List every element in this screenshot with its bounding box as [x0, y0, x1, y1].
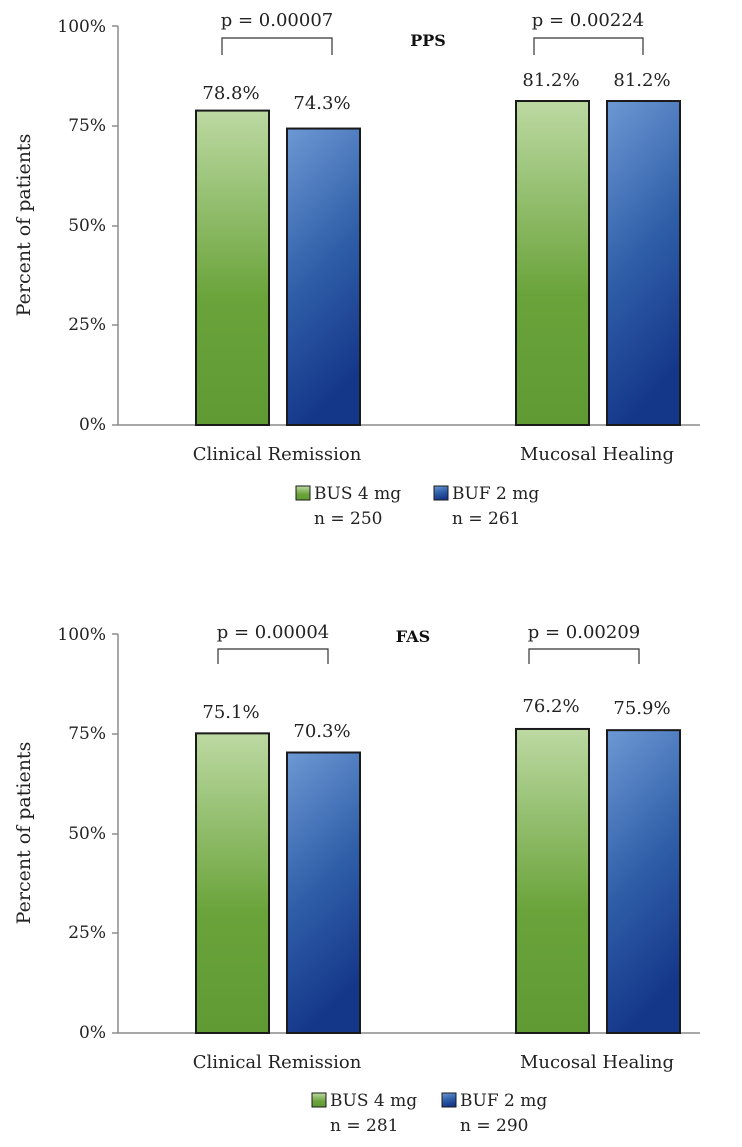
legend-n: n = 261	[452, 509, 520, 529]
y-tick-label: 75%	[68, 116, 106, 136]
legend-n: n = 290	[460, 1116, 528, 1136]
legend-n: n = 281	[330, 1116, 398, 1136]
panel-title: FAS	[396, 627, 430, 646]
category-label: Mucosal Healing	[520, 444, 674, 465]
significance-bracket	[221, 37, 333, 55]
y-axis-label: Percent of patients	[13, 742, 35, 925]
panel-fas: FAS Percent of patients 0% 25% 50% 75% 1…	[13, 622, 700, 1136]
legend-swatch-bus	[295, 485, 311, 501]
significance-bracket	[217, 648, 329, 664]
bars	[195, 727, 681, 1034]
legend-label: BUF 2 mg	[460, 1091, 547, 1111]
value-label: 76.2%	[522, 696, 579, 717]
value-label: 70.3%	[293, 721, 350, 742]
legend-label: BUS 4 mg	[330, 1091, 417, 1111]
bars	[195, 100, 681, 427]
bar-bus-clinical-remission	[195, 109, 270, 426]
legend-label: BUS 4 mg	[314, 484, 401, 504]
value-labels: 75.1% 70.3% 76.2% 75.9%	[202, 696, 670, 742]
category-label: Mucosal Healing	[520, 1052, 674, 1073]
bar-buf-clinical-remission	[286, 127, 361, 426]
p-value-label: p = 0.00004	[217, 622, 329, 643]
y-tick-label: 25%	[68, 923, 106, 943]
value-labels: 78.8% 74.3% 81.2% 81.2%	[202, 70, 670, 114]
y-tick-label: 25%	[68, 315, 106, 335]
legend-swatch-buf	[441, 1092, 457, 1108]
value-label: 75.9%	[613, 698, 670, 719]
y-tick-label: 0%	[79, 1023, 106, 1043]
value-label: 81.2%	[613, 70, 670, 91]
bar-buf-clinical-remission	[286, 751, 361, 1034]
y-tick-label: 75%	[68, 724, 106, 744]
bar-bus-clinical-remission	[195, 732, 270, 1034]
category-label: Clinical Remission	[193, 444, 362, 465]
panel-title: PPS	[410, 31, 446, 50]
category-label: Clinical Remission	[193, 1052, 362, 1073]
y-tick-label: 100%	[57, 17, 106, 37]
x-category-labels: Clinical Remission Mucosal Healing	[193, 444, 674, 465]
legend-n: n = 250	[314, 509, 382, 529]
y-axis	[112, 633, 119, 1034]
significance-brackets: p = 0.00004 p = 0.00209	[217, 622, 640, 664]
p-value-label: p = 0.00007	[221, 10, 333, 31]
significance-bracket	[528, 648, 640, 664]
legend: BUS 4 mg n = 250 BUF 2 mg n = 261	[295, 484, 539, 529]
value-label: 75.1%	[202, 702, 259, 723]
p-value-label: p = 0.00224	[532, 10, 644, 31]
legend-swatch-bus	[311, 1092, 327, 1108]
legend-swatch-buf	[433, 485, 449, 501]
bar-buf-mucosal-healing	[606, 729, 681, 1034]
value-label: 78.8%	[202, 83, 259, 104]
value-label: 81.2%	[522, 70, 579, 91]
y-tick-label: 0%	[79, 415, 106, 435]
y-tick-labels: 0% 25% 50% 75% 100%	[57, 17, 106, 435]
bar-bus-mucosal-healing	[515, 100, 590, 427]
bar-buf-mucosal-healing	[606, 100, 681, 427]
x-category-labels: Clinical Remission Mucosal Healing	[193, 1052, 674, 1073]
significance-bracket	[533, 37, 644, 55]
y-tick-label: 50%	[68, 216, 106, 236]
y-tick-label: 100%	[57, 625, 106, 645]
value-label: 74.3%	[293, 93, 350, 114]
panel-pps: PPS Percent of patients 0% 25% 50% 75% 1…	[13, 10, 700, 529]
y-tick-label: 50%	[68, 824, 106, 844]
y-axis	[112, 25, 119, 426]
significance-brackets: p = 0.00007 p = 0.00224	[221, 10, 644, 55]
y-axis-label: Percent of patients	[13, 134, 35, 317]
p-value-label: p = 0.00209	[528, 622, 640, 643]
bar-bus-mucosal-healing	[515, 727, 590, 1034]
legend: BUS 4 mg n = 281 BUF 2 mg n = 290	[311, 1091, 547, 1136]
legend-label: BUF 2 mg	[452, 484, 539, 504]
y-tick-labels: 0% 25% 50% 75% 100%	[57, 625, 106, 1043]
